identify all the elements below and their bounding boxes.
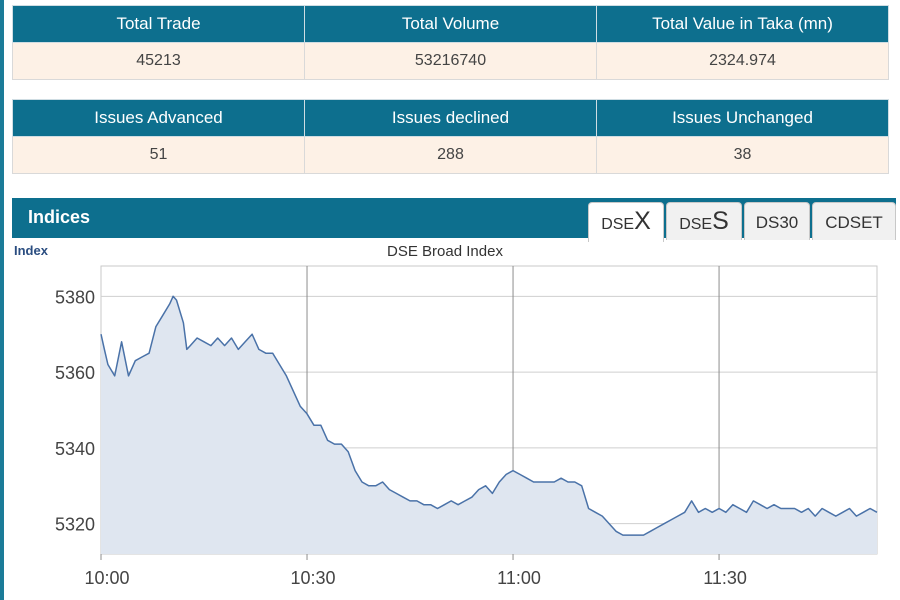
chart-marks (100, 295, 878, 554)
x-tick-label: 10:00 (84, 568, 129, 588)
series-line (100, 295, 878, 536)
tab-cdset[interactable]: CDSET (812, 202, 896, 240)
table-header-row: Total Trade Total Volume Total Value in … (12, 5, 889, 43)
total-trade-header: Total Trade (12, 5, 305, 43)
issues-declined-value: 288 (304, 136, 597, 174)
left-accent-bar (0, 0, 4, 600)
indices-title: Indices (28, 207, 91, 227)
table-row: 51 288 38 (12, 136, 889, 174)
table-row: 45213 53216740 2324.974 (12, 42, 889, 80)
tab-dses-suffix: S (712, 207, 729, 235)
tab-cdset-label: CDSET (825, 213, 883, 232)
total-value-header: Total Value in Taka (mn) (596, 5, 889, 43)
issues-unchanged-value: 38 (596, 136, 889, 174)
issues-advanced-value: 51 (12, 136, 305, 174)
y-tick-label: 5360 (55, 363, 95, 383)
x-tick-label: 11:30 (703, 568, 747, 588)
tab-ds30-label: DS30 (755, 213, 799, 232)
market-summary-table: Total Trade Total Volume Total Value in … (12, 5, 889, 80)
total-volume-header: Total Volume (304, 5, 597, 43)
total-value-value: 2324.974 (596, 42, 889, 80)
issues-table: Issues Advanced Issues declined Issues U… (12, 99, 889, 174)
tab-ds30[interactable]: DS30 (744, 202, 810, 240)
table-header-row: Issues Advanced Issues declined Issues U… (12, 99, 889, 137)
y-tick-label: 5320 (55, 515, 95, 535)
issues-unchanged-header: Issues Unchanged (596, 99, 889, 137)
tab-dsex[interactable]: DSEX (588, 202, 664, 242)
y-axis-label: Index (14, 243, 49, 258)
issues-declined-header: Issues declined (304, 99, 597, 137)
chart-title: DSE Broad Index (387, 243, 503, 260)
x-tick-label: 10:30 (290, 568, 335, 588)
y-tick-label: 5340 (55, 439, 95, 459)
tab-dsex-prefix: DSE (601, 216, 635, 233)
tab-dses-prefix: DSE (679, 216, 713, 233)
dse-broad-index-chart: Index DSE Broad Index 5320 5340 5360 5380 10… (14, 243, 878, 588)
tab-dsex-suffix: X (634, 207, 651, 235)
x-tick-label: 11:00 (497, 568, 541, 588)
issues-advanced-header: Issues Advanced (12, 99, 305, 137)
chart-tick-labels: 5320 5340 5360 5380 10:00 10:30 11:00 11:30 (55, 287, 747, 588)
series-area (101, 296, 877, 554)
y-tick-label: 5380 (55, 287, 95, 307)
total-volume-value: 53216740 (304, 42, 597, 80)
total-trade-value: 45213 (12, 42, 305, 80)
tab-dses[interactable]: DSES (666, 202, 742, 240)
